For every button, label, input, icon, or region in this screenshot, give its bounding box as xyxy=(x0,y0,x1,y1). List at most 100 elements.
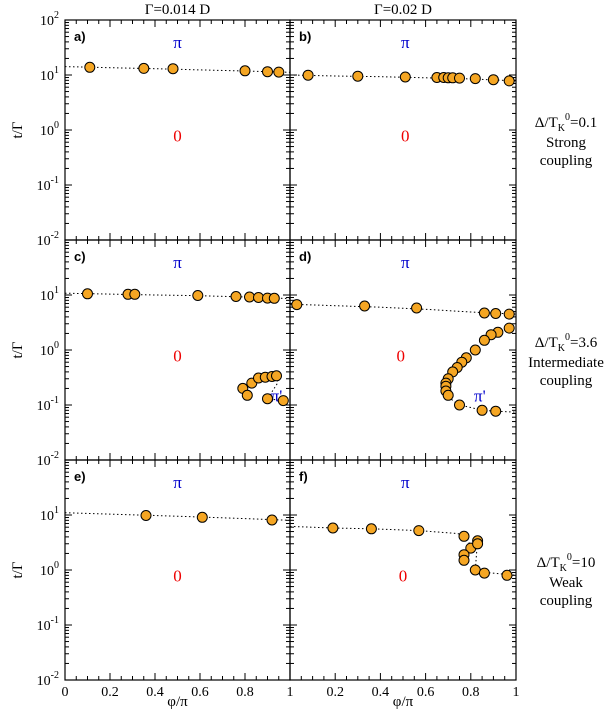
data-point xyxy=(458,530,470,542)
data-point xyxy=(196,511,208,523)
data-point-branch xyxy=(469,344,481,356)
coupling-ratio: Δ/TK0=0.1 xyxy=(535,112,597,134)
region-label-pi: π xyxy=(173,473,182,492)
coupling-word: coupling xyxy=(540,593,593,609)
data-point xyxy=(478,567,490,579)
panel-label: b) xyxy=(299,29,311,44)
data-point xyxy=(327,522,339,534)
y-tick-label: 101 xyxy=(40,505,59,524)
x-tick-label: 0.2 xyxy=(326,685,344,700)
x-axis-label: φ/π xyxy=(167,694,188,710)
data-point xyxy=(140,510,152,521)
panel-d: d) π 0 π' xyxy=(289,239,517,461)
y-tick-label: 10-2 xyxy=(37,450,59,469)
data-point xyxy=(365,523,377,535)
panel-label: e) xyxy=(74,469,86,484)
y-tick-label: 101 xyxy=(40,285,59,304)
data-point-branch xyxy=(442,389,454,401)
coupling-name: Strong xyxy=(546,135,587,151)
data-point xyxy=(399,71,411,83)
region-label-pi: π xyxy=(401,33,410,52)
data-point-branch xyxy=(262,393,273,405)
y-tick-label: 10-1 xyxy=(37,615,59,634)
data-point xyxy=(244,291,255,303)
data-point-branch xyxy=(241,389,253,401)
coupling-name: Weak xyxy=(549,575,583,591)
region-label-zero: 0 xyxy=(399,566,408,585)
data-point xyxy=(273,66,285,78)
y-axis-label: t/Γ xyxy=(10,341,26,358)
column-title-2: Γ=0.02 D xyxy=(374,2,432,18)
region-label-pi: π xyxy=(173,253,182,272)
y-tick-label: 10-2 xyxy=(37,670,59,689)
data-point xyxy=(411,302,423,314)
coupling-ratio: Δ/TK0=3.6 xyxy=(535,332,598,354)
data-point-branch xyxy=(271,370,282,382)
region-label-zero: 0 xyxy=(173,126,182,145)
data-point xyxy=(84,61,96,73)
coupling-word: coupling xyxy=(540,373,593,389)
coupling-word: coupling xyxy=(540,153,593,169)
region-label-zero: 0 xyxy=(173,346,182,365)
data-point xyxy=(82,288,93,300)
data-point xyxy=(490,308,502,319)
panel-b: b) π 0 xyxy=(289,19,517,241)
data-point xyxy=(503,308,515,320)
data-point xyxy=(167,63,179,75)
panel-a: 10-2 10-1 100 101 102 a) π 0 xyxy=(37,10,291,249)
data-point xyxy=(478,307,490,319)
y-axis-label: t/Γ xyxy=(10,561,26,578)
data-point-branch xyxy=(454,399,465,411)
x-tick-label: 0.4 xyxy=(372,685,390,700)
data-point xyxy=(501,569,513,581)
data-point xyxy=(472,538,484,550)
data-point xyxy=(359,300,371,312)
data-point xyxy=(291,299,303,311)
phase-boundary-line xyxy=(64,512,291,521)
x-tick-label: 0 xyxy=(62,685,69,700)
data-point-branch xyxy=(277,395,289,407)
data-point xyxy=(487,74,499,86)
panel-label: a) xyxy=(74,29,86,44)
x-tick-label: 1 xyxy=(513,685,520,700)
x-axis-label: φ/π xyxy=(393,694,414,710)
data-point xyxy=(302,69,314,81)
region-label-zero: 0 xyxy=(401,126,410,145)
data-point xyxy=(262,66,273,78)
data-point-branch xyxy=(476,404,488,416)
x-tick-label: 0.6 xyxy=(191,685,209,700)
coupling-name: Intermediate xyxy=(528,355,604,371)
data-point xyxy=(253,292,264,303)
y-tick-label: 100 xyxy=(40,560,59,579)
column-title-1: Γ=0.014 D xyxy=(145,2,211,18)
y-tick-label: 101 xyxy=(40,65,59,84)
data-point xyxy=(454,72,465,84)
data-point-branch xyxy=(490,405,502,417)
data-point xyxy=(129,288,141,300)
coupling-ratio: Δ/TK0=10 xyxy=(537,552,596,574)
panel-f: f) π 0 0.2 0.4 0.6 0.8 1 xyxy=(289,459,520,700)
data-point xyxy=(503,75,515,87)
x-tick-label: 0.4 xyxy=(146,685,164,700)
region-label-pi: π' xyxy=(474,386,486,405)
data-point xyxy=(239,65,251,77)
y-tick-label: 10-2 xyxy=(37,230,59,249)
x-tick-label: 0.8 xyxy=(236,685,254,700)
phase-boundary-line xyxy=(289,303,517,315)
data-point xyxy=(138,62,150,74)
y-tick-label: 10-1 xyxy=(37,175,59,194)
panel-label: f) xyxy=(299,469,308,484)
phase-boundary-line xyxy=(64,292,291,300)
y-tick-label: 102 xyxy=(40,10,59,29)
region-label-pi: π' xyxy=(271,386,283,405)
data-point xyxy=(352,70,364,82)
data-point xyxy=(469,73,481,85)
phase-boundary-branch-line xyxy=(242,375,284,402)
panel-label: d) xyxy=(299,249,311,264)
data-point xyxy=(268,292,280,304)
y-tick-label: 10-1 xyxy=(37,395,59,414)
